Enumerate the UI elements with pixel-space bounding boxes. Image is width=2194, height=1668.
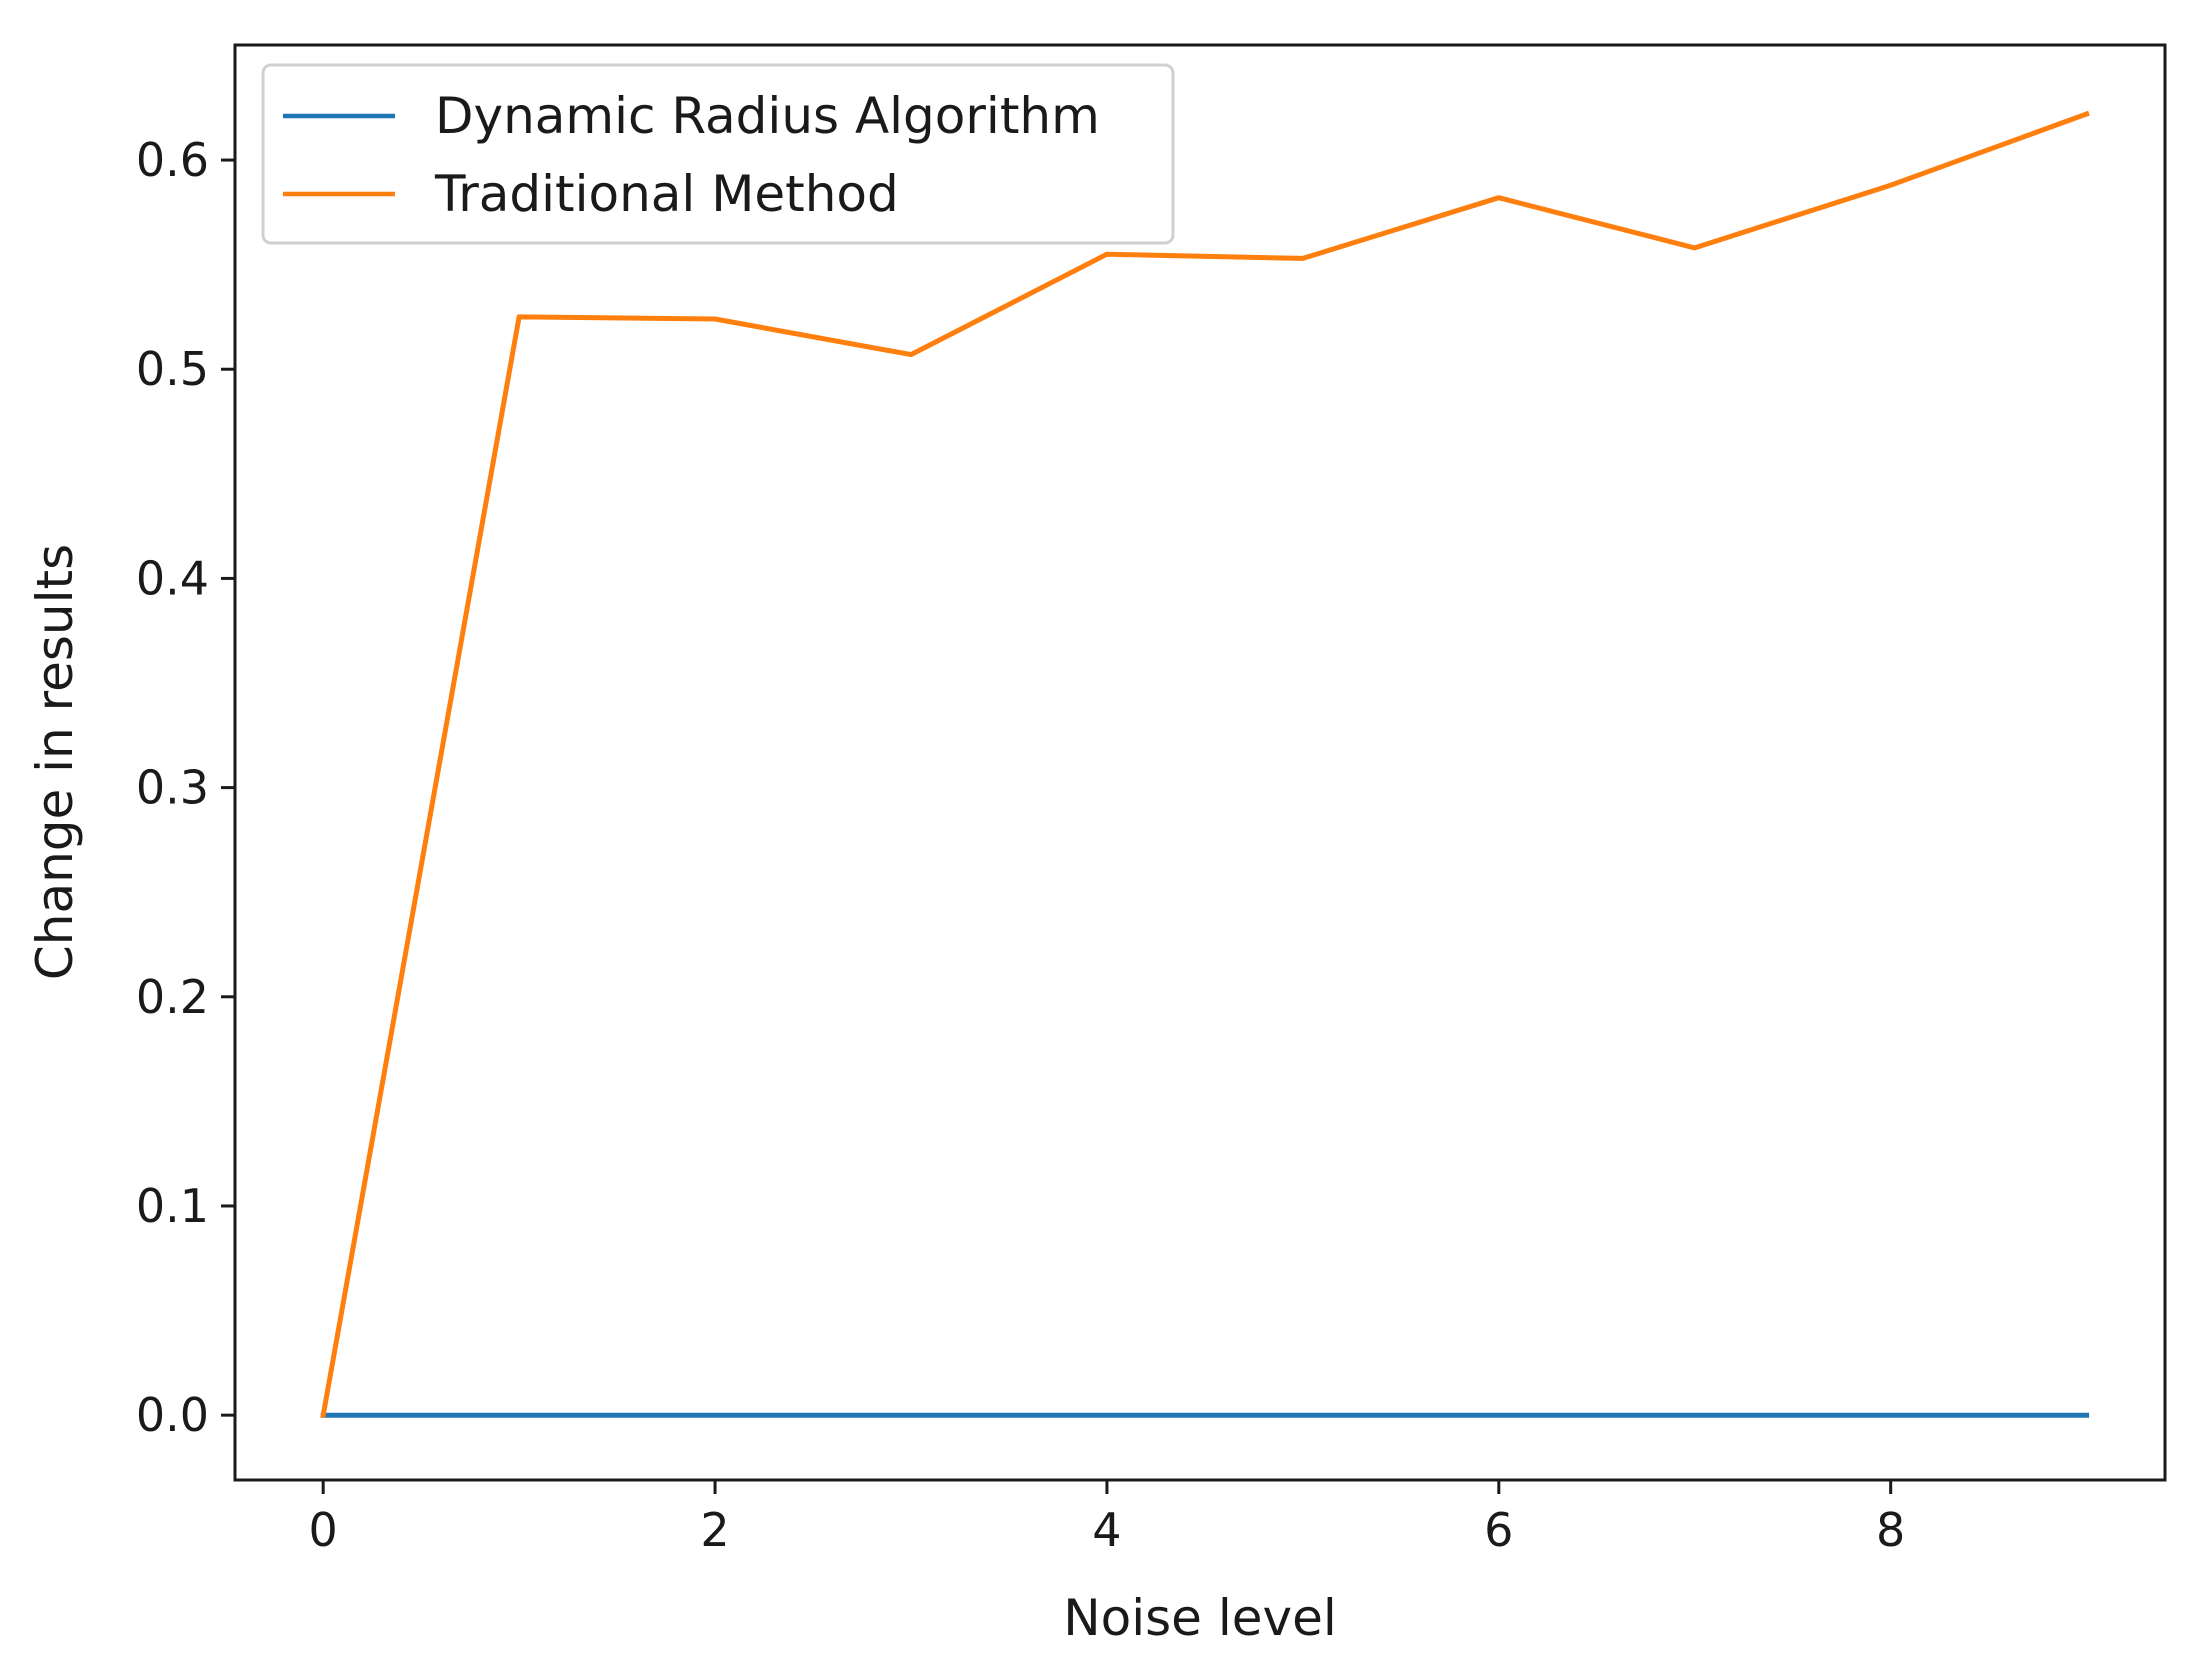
y-tick-label: 0.4 (136, 551, 209, 605)
legend-label-traditional: Traditional Method (434, 165, 899, 223)
series-layer (320, 110, 2090, 1419)
y-tick-label: 0.3 (136, 761, 209, 815)
x-axis-label: Noise level (1063, 1589, 1337, 1647)
legend-box (261, 63, 1175, 245)
x-tick-label: 4 (1092, 1503, 1121, 1557)
x-tick-label: 8 (1876, 1503, 1905, 1557)
x-axis: 0 2 4 6 8 (309, 1480, 1905, 1557)
y-tick-label: 0.5 (136, 342, 209, 396)
y-tick-label: 0.0 (136, 1388, 209, 1442)
y-axis: 0.0 0.1 0.2 0.3 0.4 0.5 0.6 (136, 133, 235, 1442)
plot-frame (233, 43, 2167, 1482)
plot-background (235, 45, 2165, 1480)
x-tick-label: 0 (309, 1503, 338, 1557)
legend-label-dynamic-radius: Dynamic Radius Algorithm (435, 87, 1100, 145)
y-tick-label: 0.1 (136, 1179, 209, 1233)
x-tick-label: 2 (700, 1503, 729, 1557)
y-tick-label: 0.6 (136, 133, 209, 187)
legend: Dynamic Radius Algorithm Traditional Met… (261, 63, 1175, 245)
x-tick-label: 6 (1484, 1503, 1513, 1557)
series-line-1 (320, 110, 2090, 1419)
y-tick-label: 0.2 (136, 970, 209, 1024)
y-axis-label: Change in results (26, 544, 84, 980)
